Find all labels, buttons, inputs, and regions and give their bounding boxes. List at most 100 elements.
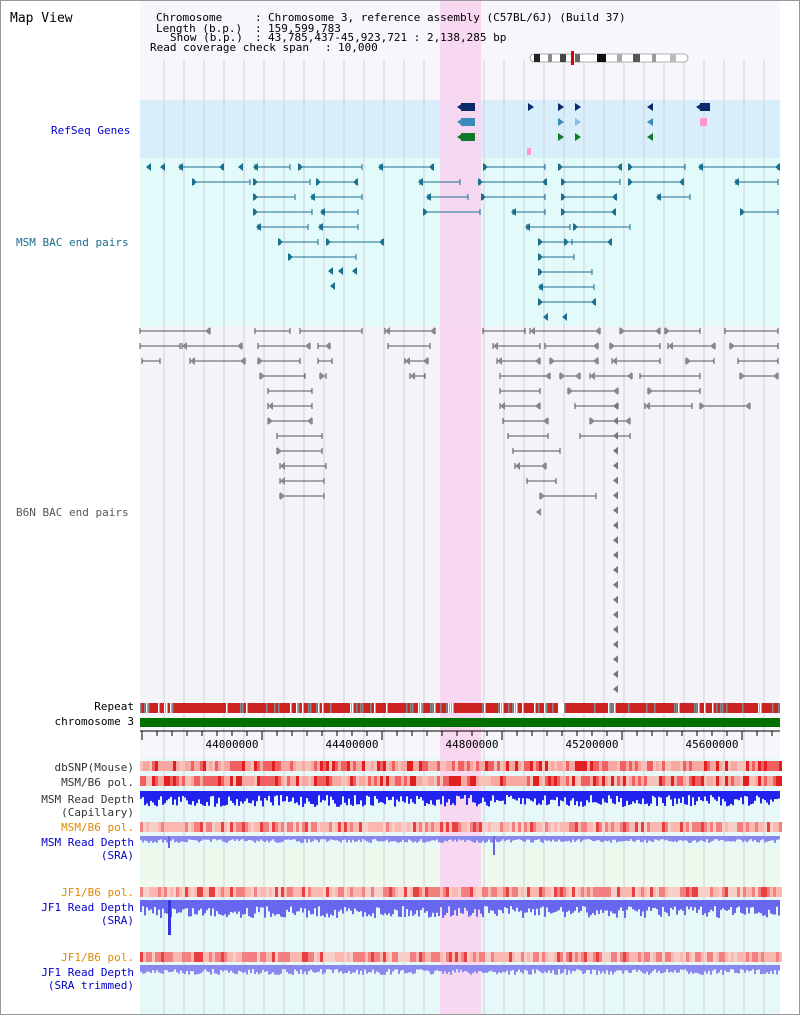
depth-bar [458, 836, 460, 840]
depth-bar [198, 791, 200, 800]
depth-bar [470, 900, 472, 916]
heatmap-cell [503, 822, 506, 832]
depth-bar [226, 791, 228, 805]
depth-bar [442, 900, 444, 918]
heatmap-cell [626, 952, 629, 962]
depth-bar [694, 900, 696, 908]
depth-bar [308, 791, 310, 802]
heatmap-cell [581, 761, 584, 771]
heatmap-cell [425, 887, 428, 897]
b6n-bac-track[interactable] [139, 327, 779, 694]
depth-bar [560, 791, 562, 801]
heatmap-cell [566, 887, 569, 897]
depth-bar [696, 965, 698, 973]
heatmap-cell [704, 822, 707, 832]
heatmap-cell [587, 822, 590, 832]
repeat-track[interactable] [140, 703, 780, 713]
depth-bar [402, 965, 404, 971]
heatmap-cell [428, 952, 431, 962]
msm-bac-end [192, 178, 197, 186]
depth-bar [620, 900, 622, 908]
b6n-bac-end [410, 372, 415, 380]
heatmap-cell [734, 776, 737, 786]
depth-bar [570, 836, 572, 843]
heatmap-cell [710, 952, 713, 962]
depth-bar [650, 965, 652, 974]
depth-bar [692, 836, 694, 841]
heatmap-cell [251, 776, 254, 786]
read-depth-tracks[interactable] [140, 791, 780, 975]
depth-bar [148, 791, 150, 806]
depth-bar [644, 900, 646, 918]
depth-bar [260, 791, 262, 801]
depth-bar [614, 791, 616, 805]
depth-bar [616, 791, 618, 796]
heatmap-cell [464, 952, 467, 962]
heatmap-cell [764, 776, 767, 786]
depth-bar [200, 836, 202, 841]
depth-bar [652, 900, 654, 909]
depth-bar [592, 791, 594, 803]
depth-bar [448, 965, 450, 972]
repeat-mark [166, 703, 168, 713]
depth-bar [662, 900, 664, 908]
depth-bar [554, 791, 556, 801]
heatmap-cell [527, 952, 530, 962]
depth-bar [398, 791, 400, 802]
repeat-mark [646, 703, 648, 713]
heatmap-cell [569, 822, 572, 832]
depth-bar [338, 836, 340, 842]
depth-bar [140, 836, 142, 841]
repeat-mark [406, 703, 408, 713]
depth-bar [398, 965, 400, 974]
depth-bar [664, 791, 666, 806]
refseq-genes-track[interactable] [457, 103, 710, 155]
depth-bar [312, 900, 314, 915]
heatmap-cell [164, 776, 167, 786]
heatmap-cell [218, 952, 221, 962]
depth-bar [716, 836, 718, 840]
heatmap-cell [497, 887, 500, 897]
depth-bar [452, 836, 454, 842]
depth-bar [262, 965, 264, 970]
heatmap-cell [155, 776, 158, 786]
depth-bar [606, 836, 608, 842]
msm-bac-track[interactable] [146, 163, 780, 321]
depth-bar [302, 965, 304, 975]
repeat-mark [546, 703, 548, 713]
gene-block [461, 118, 475, 126]
depth-bar [654, 836, 656, 840]
chromosome-bar[interactable] [140, 718, 780, 727]
heatmap-cell [635, 761, 638, 771]
depth-bar [172, 791, 174, 805]
heatmap-cell [305, 776, 308, 786]
heatmap-cell [752, 952, 755, 962]
heatmap-cell [677, 822, 680, 832]
depth-bar [294, 900, 296, 915]
heatmap-cell [170, 761, 173, 771]
depth-bar [714, 900, 716, 907]
heatmap-cell [428, 761, 431, 771]
info-separator: : [255, 11, 262, 24]
heatmap-cell [206, 822, 209, 832]
depth-bar [760, 965, 762, 975]
depth-bar [456, 836, 458, 842]
chromosome-ideogram[interactable] [529, 51, 689, 65]
depth-bar [690, 836, 692, 843]
depth-bar [248, 965, 250, 970]
msm-bac-end [338, 267, 343, 275]
depth-bar [496, 836, 498, 842]
depth-bar [754, 965, 756, 974]
depth-bar [730, 900, 732, 907]
heatmap-cell [236, 776, 239, 786]
highlight-region[interactable] [440, 0, 481, 1015]
repeat-mark [350, 703, 352, 713]
heatmap-cell [215, 761, 218, 771]
heatmap-cell [224, 822, 227, 832]
heatmap-cell [578, 887, 581, 897]
heatmap-cell [248, 952, 251, 962]
heatmap-cell [158, 822, 161, 832]
heatmap-tracks[interactable] [140, 761, 782, 962]
depth-bar [718, 836, 720, 841]
